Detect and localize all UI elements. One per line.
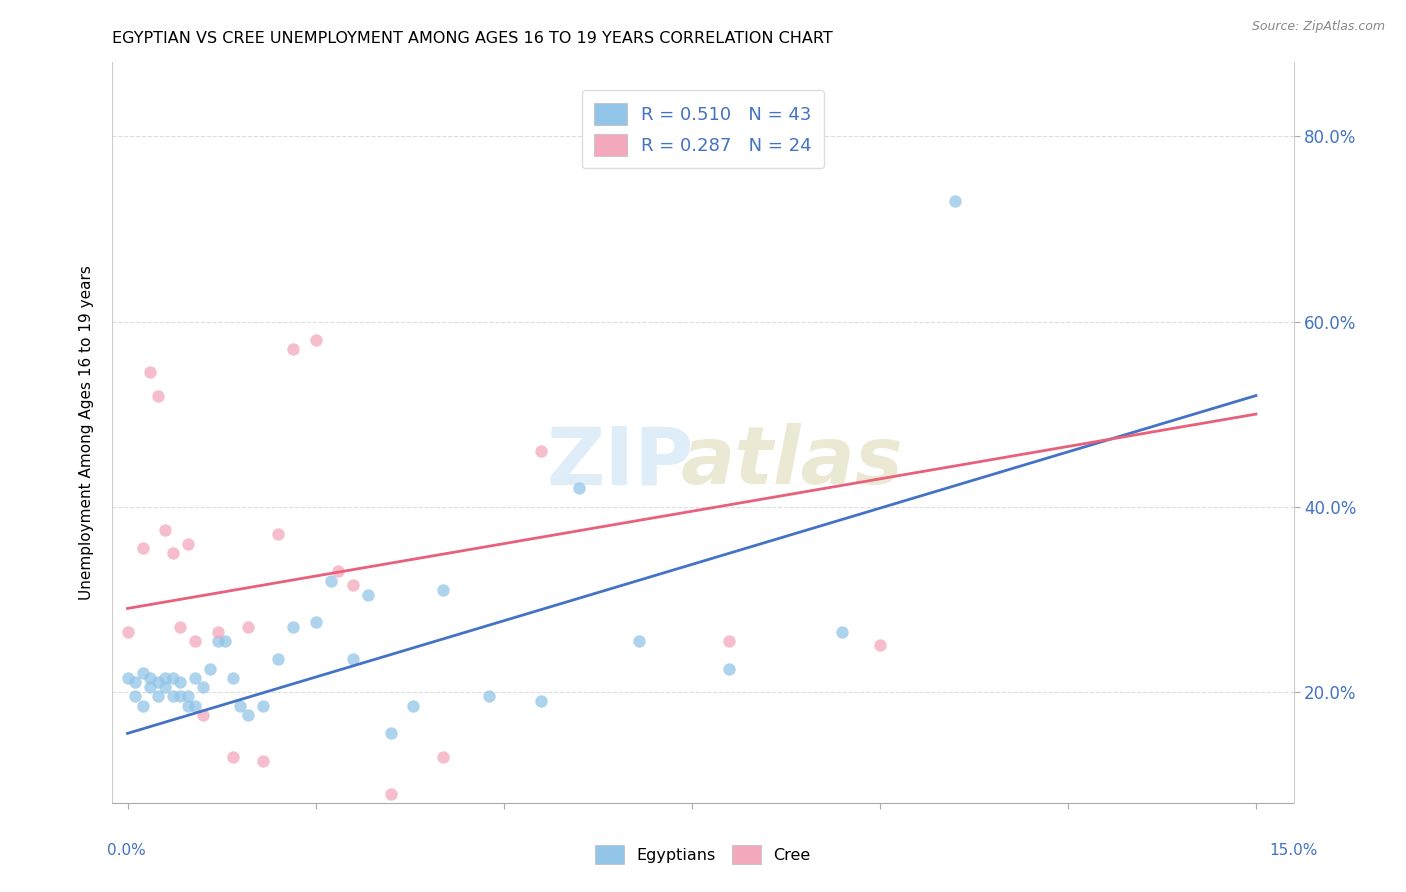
Point (169, 620, 191, 634)
Point (222, 749, 245, 764)
Point (146, 690, 169, 704)
Point (124, 675, 146, 690)
Y-axis label: Unemployment Among Ages 16 to 19 years: Unemployment Among Ages 16 to 19 years (79, 265, 94, 600)
Point (718, 662, 741, 676)
Point (267, 652, 290, 666)
Point (184, 633, 207, 648)
Point (146, 675, 169, 690)
Point (191, 680, 214, 694)
Point (153, 680, 176, 694)
Point (207, 633, 229, 648)
Point (117, 671, 139, 685)
Legend: R = 0.510   N = 43, R = 0.287   N = 24: R = 0.510 N = 43, R = 0.287 N = 24 (582, 90, 824, 169)
Point (236, 707, 259, 722)
Point (267, 527, 290, 541)
Point (281, 620, 304, 634)
Point (139, 680, 162, 694)
Point (304, 615, 326, 630)
Point (342, 578, 364, 592)
Point (153, 671, 176, 685)
Point (357, 588, 380, 602)
Point (169, 675, 191, 690)
Point (162, 546, 184, 560)
Point (162, 690, 184, 704)
Point (568, 481, 591, 495)
Point (530, 444, 553, 458)
Point (153, 523, 176, 537)
Point (177, 536, 200, 550)
Point (131, 541, 153, 556)
Text: 15.0%: 15.0% (1270, 843, 1317, 858)
Point (530, 694, 553, 708)
Point (124, 690, 146, 704)
Point (229, 698, 252, 713)
Point (831, 624, 853, 639)
Point (628, 633, 651, 648)
Point (169, 690, 191, 704)
Point (177, 698, 200, 713)
Point (207, 624, 229, 639)
Point (718, 633, 741, 648)
Point (342, 652, 364, 666)
Point (281, 343, 304, 357)
Point (184, 698, 207, 713)
Point (139, 366, 162, 380)
Text: Source: ZipAtlas.com: Source: ZipAtlas.com (1251, 20, 1385, 33)
Point (252, 754, 274, 768)
Point (943, 194, 966, 209)
Point (236, 620, 259, 634)
Point (252, 698, 274, 713)
Point (191, 707, 214, 722)
Point (200, 662, 222, 676)
Point (869, 639, 891, 653)
Point (177, 690, 200, 704)
Point (478, 690, 501, 704)
Point (162, 671, 184, 685)
Point (304, 333, 326, 347)
Text: 0.0%: 0.0% (107, 843, 146, 858)
Point (402, 698, 425, 713)
Text: atlas: atlas (681, 423, 903, 501)
Point (432, 749, 454, 764)
Point (131, 666, 153, 681)
Point (139, 671, 162, 685)
Point (380, 787, 402, 801)
Text: EGYPTIAN VS CREE UNEMPLOYMENT AMONG AGES 16 TO 19 YEARS CORRELATION CHART: EGYPTIAN VS CREE UNEMPLOYMENT AMONG AGES… (112, 31, 834, 46)
Point (146, 389, 169, 403)
Point (380, 726, 402, 740)
Point (222, 671, 245, 685)
Point (117, 624, 139, 639)
Point (328, 565, 350, 579)
Point (184, 671, 207, 685)
Point (214, 633, 236, 648)
Point (131, 698, 153, 713)
Point (432, 582, 454, 597)
Text: ZIP: ZIP (547, 423, 695, 501)
Point (319, 574, 342, 588)
Legend: Egyptians, Cree: Egyptians, Cree (589, 838, 817, 871)
